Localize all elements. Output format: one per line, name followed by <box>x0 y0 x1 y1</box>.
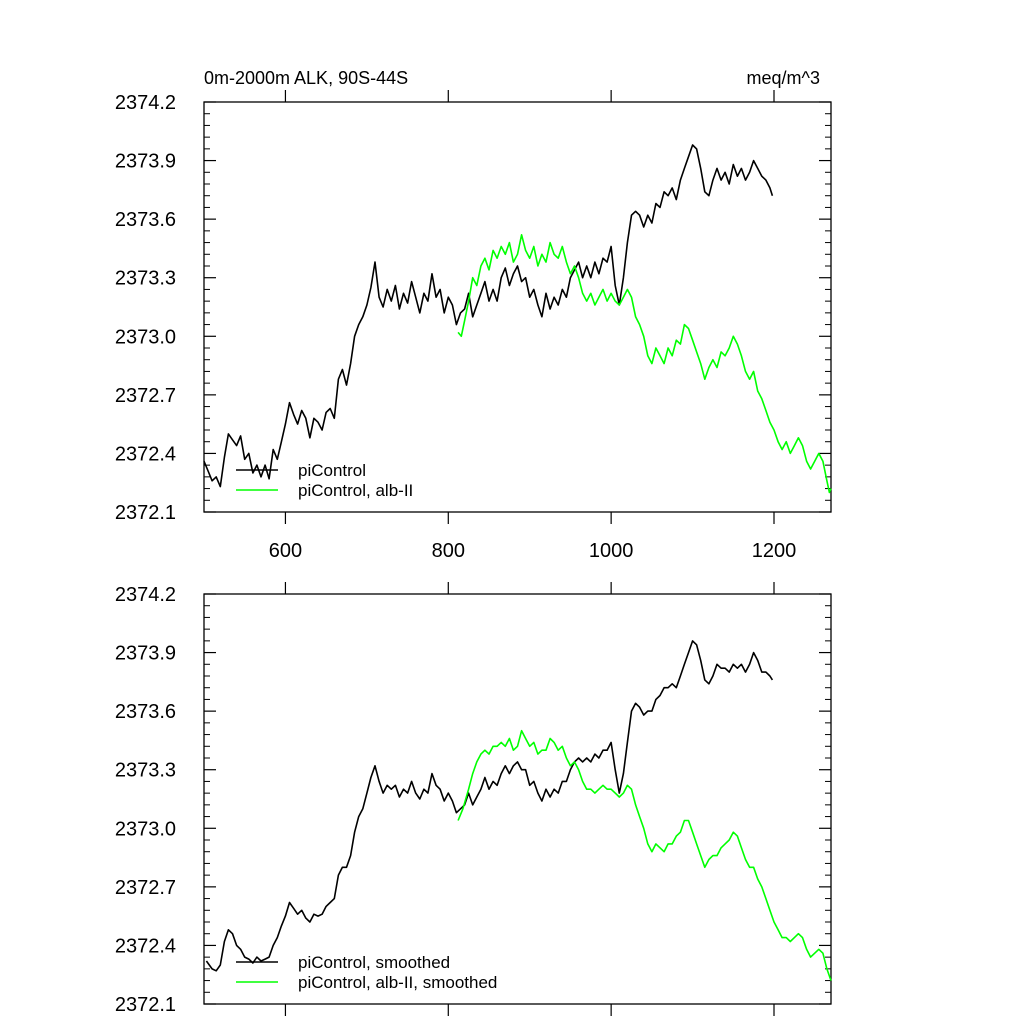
axis-ticks <box>204 582 831 1016</box>
plot-frame <box>203 593 832 1005</box>
y-tick-label: 2372.4 <box>115 443 176 465</box>
y-tick-label: 2372.7 <box>115 877 176 899</box>
y-tick-labels: 2372.1 2372.4 2372.7 2373.0 2373.3 2373.6 2373… <box>115 92 176 524</box>
x-tick-label: 1200 <box>752 540 797 562</box>
y-tick-label: 2374.2 <box>115 584 176 606</box>
legend: piControl piControl, alb-II <box>236 461 413 500</box>
legend-label-pic-smoothed: piControl, smoothed <box>298 953 450 972</box>
bottom-panel: 2372.1 2372.4 2372.7 2373.0 2373.3 2373.6 2373… <box>115 582 832 1016</box>
series-layer <box>203 144 832 494</box>
series-line <box>203 144 774 488</box>
y-tick-label: 2373.3 <box>115 760 176 782</box>
axis-ticks <box>204 90 831 524</box>
legend-label-alb: piControl, alb-II <box>298 481 413 500</box>
y-tick-label: 2373.6 <box>115 209 176 231</box>
legend: piControl, smoothed piControl, alb-II, s… <box>236 953 497 992</box>
series-line <box>205 640 774 972</box>
series-layer <box>205 640 832 981</box>
y-tick-label: 2372.1 <box>115 502 176 524</box>
y-tick-label: 2373.0 <box>115 818 176 840</box>
x-tick-labels: 600 800 1000 1200 <box>269 540 797 562</box>
y-tick-label: 2374.2 <box>115 92 176 114</box>
legend-label-pic: piControl <box>298 461 366 480</box>
y-tick-label: 2373.9 <box>115 151 176 173</box>
x-tick-label: 800 <box>432 540 465 562</box>
y-tick-label: 2372.4 <box>115 935 176 957</box>
top-panel: 0m-2000m ALK, 90S-44S meq/m^3 2372.12372… <box>115 68 832 562</box>
chart-title: 0m-2000m ALK, 90S-44S <box>204 68 408 88</box>
legend-label-alb-smoothed: piControl, alb-II, smoothed <box>298 973 497 992</box>
plot-frame <box>203 101 832 513</box>
y-tick-labels: 2372.1 2372.4 2372.7 2373.0 2373.3 2373.6 2373… <box>115 584 176 1016</box>
chart-units: meq/m^3 <box>747 68 820 88</box>
series-line <box>457 729 832 981</box>
y-tick-label: 2373.9 <box>115 643 176 665</box>
y-tick-label: 2372.7 <box>115 385 176 407</box>
series-line <box>457 234 832 494</box>
x-tick-label: 1000 <box>589 540 634 562</box>
y-tick-label: 2372.1 <box>115 994 176 1016</box>
y-tick-label: 2373.0 <box>115 326 176 348</box>
x-tick-label: 600 <box>269 540 302 562</box>
y-tick-label: 2373.3 <box>115 268 176 290</box>
y-tick-label: 2373.6 <box>115 701 176 723</box>
